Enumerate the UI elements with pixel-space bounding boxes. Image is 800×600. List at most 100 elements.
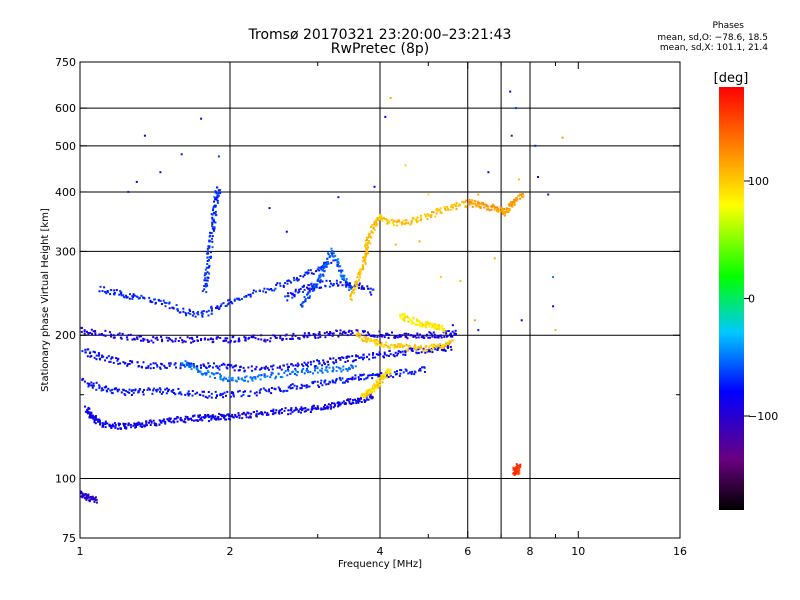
data-point — [372, 231, 375, 234]
data-point — [165, 392, 168, 395]
data-point — [87, 384, 90, 387]
data-point — [319, 382, 322, 385]
data-point — [365, 242, 368, 245]
data-point — [232, 393, 235, 396]
data-point — [278, 366, 281, 369]
data-point — [351, 355, 354, 358]
data-point — [307, 385, 310, 388]
data-point — [281, 408, 283, 411]
data-point — [211, 221, 214, 224]
data-point — [405, 370, 408, 372]
data-point — [127, 190, 130, 193]
data-point — [86, 494, 89, 497]
data-point — [403, 320, 406, 322]
data-point — [262, 290, 265, 293]
data-point — [496, 210, 499, 213]
data-point — [174, 362, 177, 365]
data-point — [339, 358, 342, 361]
data-point — [494, 207, 497, 210]
data-point — [113, 336, 116, 339]
data-point — [205, 266, 208, 269]
data-point — [181, 339, 184, 341]
data-point — [249, 293, 252, 296]
data-point — [404, 316, 406, 319]
data-point — [389, 353, 392, 356]
data-point — [123, 296, 126, 299]
data-point — [308, 289, 311, 292]
data-point — [399, 351, 402, 354]
data-point — [211, 223, 214, 225]
data-point — [311, 285, 314, 288]
data-point — [196, 419, 199, 422]
data-point — [191, 394, 194, 397]
data-point — [188, 337, 191, 340]
data-point — [327, 261, 329, 264]
data-point — [487, 171, 490, 174]
data-point — [219, 374, 222, 377]
data-point — [104, 420, 107, 423]
data-point — [95, 501, 98, 504]
data-point — [432, 344, 434, 347]
data-point — [388, 220, 391, 223]
data-point — [167, 337, 170, 340]
data-point — [179, 336, 182, 339]
data-point — [237, 378, 240, 380]
data-point — [224, 414, 227, 417]
data-point — [86, 495, 89, 498]
data-point — [340, 370, 343, 373]
data-point — [219, 337, 222, 339]
data-point — [401, 223, 404, 226]
data-point — [197, 313, 200, 316]
data-point — [363, 287, 365, 290]
data-point — [152, 362, 155, 365]
data-point — [435, 325, 437, 328]
data-point — [329, 332, 332, 335]
data-point — [302, 364, 305, 367]
data-point — [312, 372, 315, 375]
data-point — [126, 391, 129, 394]
data-point — [202, 394, 205, 397]
data-point — [477, 329, 480, 332]
data-point — [220, 303, 223, 306]
data-point — [414, 323, 417, 326]
data-point — [415, 351, 418, 354]
data-point — [370, 293, 373, 296]
data-point — [339, 367, 342, 370]
data-point — [264, 411, 266, 414]
data-point — [404, 222, 406, 225]
data-point — [136, 423, 139, 426]
data-point — [173, 392, 176, 394]
data-point — [348, 400, 351, 403]
data-point — [216, 199, 219, 202]
data-point — [352, 286, 355, 289]
data-point — [374, 387, 377, 390]
phase-stats-x-mode: mean, sd,X: 101.1, 21.4 — [659, 43, 768, 53]
colorbar-tick-label: 100 — [748, 175, 769, 188]
data-point — [361, 264, 364, 267]
data-point — [440, 212, 443, 214]
data-point — [107, 387, 110, 390]
data-point — [365, 390, 368, 393]
data-point — [214, 415, 217, 418]
data-point — [399, 313, 402, 316]
data-point — [87, 332, 90, 334]
data-point — [206, 279, 209, 282]
data-point — [167, 390, 169, 393]
data-point — [320, 379, 323, 382]
data-point — [294, 373, 296, 375]
data-point — [326, 407, 329, 410]
data-point — [401, 314, 404, 317]
data-point — [414, 218, 417, 221]
data-point — [229, 395, 232, 398]
data-point — [383, 376, 386, 379]
data-point — [206, 256, 209, 259]
data-point — [346, 334, 349, 337]
data-point — [488, 209, 491, 212]
data-point — [135, 426, 137, 428]
data-point — [364, 338, 367, 341]
data-point — [416, 352, 419, 355]
data-point — [296, 385, 299, 388]
data-point — [391, 222, 394, 225]
data-point — [133, 338, 136, 341]
